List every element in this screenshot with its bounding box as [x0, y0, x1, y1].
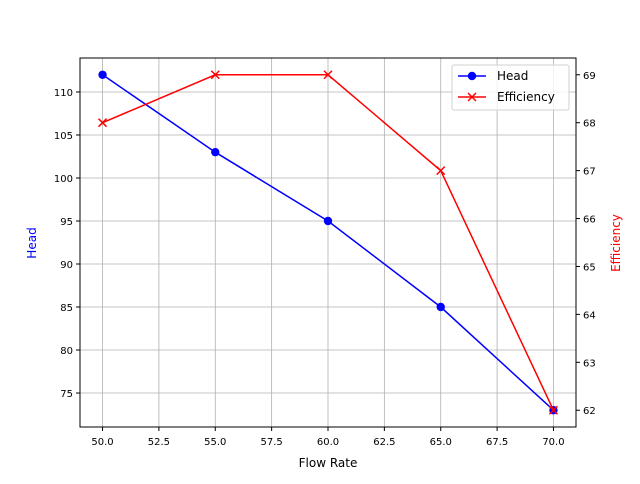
circle-marker-icon [436, 302, 445, 312]
y-tick-label: 110 [54, 88, 73, 99]
x-marker-icon [467, 92, 477, 102]
y-right-tick-label: 69 [583, 71, 596, 82]
y-tick-label: 75 [60, 389, 73, 400]
circle-marker-icon [323, 216, 333, 226]
y-right-tick-label: 67 [583, 167, 596, 178]
x-tick-label: 62.5 [373, 437, 395, 448]
y-right-tick-label: 63 [583, 358, 596, 369]
grid-lines [80, 58, 576, 427]
y-tick-label: 90 [60, 260, 73, 271]
x-marker-icon [323, 70, 333, 80]
y-right-tick-label: 66 [583, 215, 596, 226]
x-tick-label: 65.0 [430, 437, 452, 448]
x-marker-icon [98, 118, 108, 128]
y-right-tick-label: 68 [583, 119, 596, 130]
circle-marker-icon [98, 70, 107, 79]
x-marker-icon [436, 166, 446, 176]
x-marker-icon [210, 70, 220, 80]
x-tick-label: 55.0 [204, 437, 226, 448]
x-tick-label: 57.5 [261, 437, 283, 448]
data-lines [98, 70, 558, 415]
legend-label: Head [497, 69, 528, 83]
x-axis-label: Flow Rate [299, 456, 358, 470]
circle-marker-icon [467, 71, 477, 81]
y-axis-left-label: Head [25, 227, 39, 258]
legend: Head Efficiency [451, 64, 570, 111]
y-tick-label: 105 [54, 131, 73, 142]
legend-label: Efficiency [497, 90, 555, 104]
x-axis-ticks: 50.0 52.5 55.0 57.5 60.0 62.5 65.0 67.5 70.0 [91, 427, 565, 448]
x-tick-label: 70.0 [542, 437, 564, 448]
y-axis-left-ticks: 75 80 85 90 95 100 105 110 [54, 88, 80, 400]
y-right-tick-label: 62 [583, 406, 596, 417]
circle-marker-icon [211, 147, 220, 157]
y-right-tick-label: 64 [583, 310, 596, 321]
y-tick-label: 80 [60, 346, 73, 357]
y-axis-right-label: Efficiency [609, 214, 623, 272]
y-tick-label: 100 [54, 174, 73, 185]
x-tick-label: 52.5 [148, 437, 170, 448]
y-right-tick-label: 65 [583, 262, 596, 273]
x-tick-label: 60.0 [317, 437, 339, 448]
y-tick-label: 95 [60, 217, 73, 228]
y-axis-right-ticks: 62 63 64 65 66 67 68 69 [576, 71, 596, 417]
x-tick-label: 50.0 [91, 437, 113, 448]
x-marker-icon [548, 405, 558, 415]
y-tick-label: 85 [60, 303, 73, 314]
x-tick-label: 67.5 [486, 437, 508, 448]
